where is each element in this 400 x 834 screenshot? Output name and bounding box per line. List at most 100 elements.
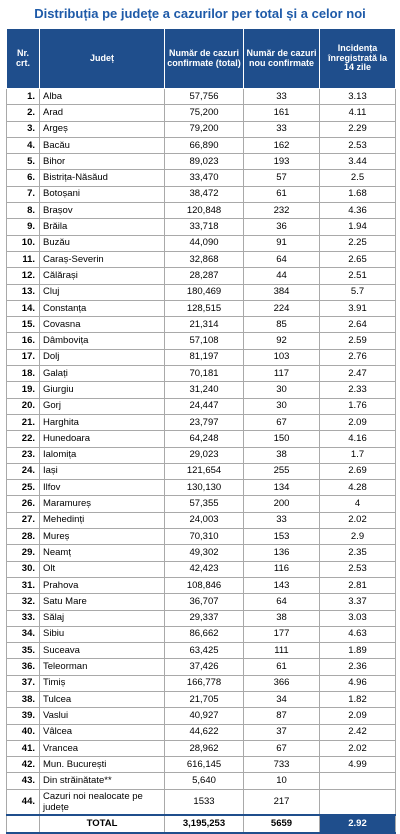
row-number: 35. (6, 642, 40, 660)
row-total-cases: 66,890 (164, 136, 244, 155)
table-row: 28. Mureș 70,310 153 2.9 (6, 528, 396, 546)
row-total-cases: 33,718 (164, 218, 244, 236)
row-incidence (319, 772, 396, 790)
row-county: Mehedinți (39, 511, 165, 530)
row-total-cases: 29,337 (164, 609, 244, 627)
row-county: Botoșani (39, 185, 165, 204)
row-total-cases: 28,287 (164, 267, 244, 285)
row-number: 23. (6, 446, 40, 464)
row-incidence: 1.68 (319, 185, 396, 204)
row-number: 19. (6, 381, 40, 399)
row-incidence: 2.5 (319, 169, 396, 187)
row-total-cases: 57,756 (164, 87, 244, 106)
row-incidence: 2.76 (319, 348, 396, 367)
table-row: 10. Buzău 44,090 91 2.25 (6, 234, 396, 252)
table-row: 44. Cazuri noi nealocate pe județe 1533 217 (6, 788, 396, 816)
row-total-cases: 57,355 (164, 495, 244, 513)
row-county: Mureș (39, 528, 165, 546)
row-county: Sibiu (39, 625, 165, 644)
row-incidence (319, 788, 396, 816)
table-title: Distribuția pe județe a cazurilor per to… (34, 6, 366, 21)
row-number: 31. (6, 576, 40, 595)
table-row: 34. Sibiu 86,662 177 4.63 (6, 625, 396, 644)
row-new-cases: 193 (243, 153, 320, 171)
table-row: 30. Olt 42,423 116 2.53 (6, 560, 396, 578)
row-county: Mun. București (39, 756, 165, 774)
row-county: Suceava (39, 642, 165, 660)
table-body: 1. Alba 57,756 33 3.13 2. Arad 75,200 161 4.11 3. A… (6, 87, 396, 816)
row-county: Dâmbovița (39, 332, 165, 350)
row-incidence: 5.7 (319, 283, 396, 301)
row-total-cases: 75,200 (164, 104, 244, 122)
row-total-cases: 81,197 (164, 348, 244, 367)
table-row: 2. Arad 75,200 161 4.11 (6, 104, 396, 122)
row-new-cases: 153 (243, 528, 320, 546)
row-total-cases: 166,778 (164, 674, 244, 692)
row-county: Iași (39, 462, 165, 481)
row-number: 36. (6, 658, 40, 676)
total-new-cases: 5659 (243, 813, 320, 834)
row-incidence: 2.69 (319, 462, 396, 481)
table-row: 27. Mehedinți 24,003 33 2.02 (6, 511, 396, 530)
table-row: 38. Tulcea 21,705 34 1.82 (6, 690, 396, 709)
row-county: Buzău (39, 234, 165, 252)
row-county: Cazuri noi nealocate pe județe (39, 788, 165, 816)
table-row: 22. Hunedoara 64,248 150 4.16 (6, 430, 396, 448)
row-incidence: 2.33 (319, 381, 396, 399)
row-total-cases: 29,023 (164, 446, 244, 464)
total-label: TOTAL (39, 813, 165, 834)
table-row: 35. Suceava 63,425 111 1.89 (6, 642, 396, 660)
row-total-cases: 70,181 (164, 365, 244, 383)
table-row: 31. Prahova 108,846 143 2.81 (6, 576, 396, 595)
row-new-cases: 161 (243, 104, 320, 122)
row-total-cases: 108,846 (164, 576, 244, 595)
row-total-cases: 40,927 (164, 707, 244, 725)
row-new-cases: 136 (243, 544, 320, 562)
row-total-cases: 70,310 (164, 528, 244, 546)
row-new-cases: 366 (243, 674, 320, 692)
table-row: 11. Caraș-Severin 32,868 64 2.65 (6, 250, 396, 269)
row-county: Ialomița (39, 446, 165, 464)
row-total-cases: 64,248 (164, 430, 244, 448)
row-new-cases: 92 (243, 332, 320, 350)
row-new-cases: 733 (243, 756, 320, 774)
row-incidence: 1.7 (319, 446, 396, 464)
header-total: Număr de cazuri confirmate (total) (164, 28, 244, 89)
row-total-cases: 36,707 (164, 593, 244, 611)
row-new-cases: 44 (243, 267, 320, 285)
row-new-cases: 134 (243, 479, 320, 497)
table-row: 20. Gorj 24,447 30 1.76 (6, 397, 396, 415)
row-new-cases: 200 (243, 495, 320, 513)
row-county: Vrancea (39, 739, 165, 758)
row-number: 14. (6, 299, 40, 318)
row-incidence: 2.53 (319, 136, 396, 155)
row-new-cases: 30 (243, 397, 320, 415)
row-number: 9. (6, 218, 40, 236)
row-incidence: 1.76 (319, 397, 396, 415)
row-number: 21. (6, 413, 40, 432)
row-new-cases: 143 (243, 576, 320, 595)
row-new-cases: 87 (243, 707, 320, 725)
row-total-cases: 28,962 (164, 739, 244, 758)
row-new-cases: 116 (243, 560, 320, 578)
row-incidence: 2.47 (319, 365, 396, 383)
row-county: Teleorman (39, 658, 165, 676)
row-new-cases: 33 (243, 87, 320, 106)
row-county: Bistrița-Năsăud (39, 169, 165, 187)
row-county: Galați (39, 365, 165, 383)
row-incidence: 2.36 (319, 658, 396, 676)
table-row: 43. Din străinătate** 5,640 10 (6, 772, 396, 790)
row-number: 17. (6, 348, 40, 367)
row-county: Maramureș (39, 495, 165, 513)
total-cases: 3,195,253 (164, 813, 244, 834)
row-incidence: 3.44 (319, 153, 396, 171)
table-row: 36. Teleorman 37,426 61 2.36 (6, 658, 396, 676)
row-incidence: 4.63 (319, 625, 396, 644)
table-row: 19. Giurgiu 31,240 30 2.33 (6, 381, 396, 399)
row-total-cases: 38,472 (164, 185, 244, 204)
row-total-cases: 32,868 (164, 250, 244, 269)
row-number: 29. (6, 544, 40, 562)
table-row: 23. Ialomița 29,023 38 1.7 (6, 446, 396, 464)
row-number: 11. (6, 250, 40, 269)
row-new-cases: 162 (243, 136, 320, 155)
